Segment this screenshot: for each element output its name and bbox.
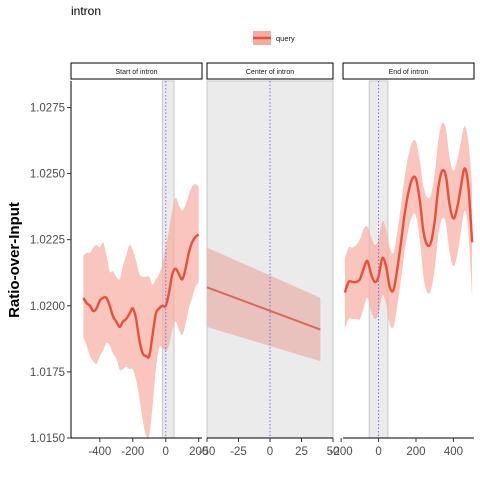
facet-strip <box>206 62 334 80</box>
y-tick-label: 1.0250 <box>30 169 65 181</box>
y-axis-title: Ratio-over-Input <box>6 202 23 318</box>
chart-title: intron <box>71 4 101 18</box>
facet-panel: End of intron -200 0 200 400 <box>330 62 475 458</box>
x-tick-label: -400 <box>88 446 111 458</box>
y-tick-label: 1.0175 <box>30 367 65 379</box>
facet-panel: Start of intron -400 -200 0 200 <box>70 62 208 458</box>
x-tick-label: 0 <box>267 446 273 458</box>
confidence-band <box>83 184 199 439</box>
facet-panel: Center of intron -50 -25 0 25 50 <box>199 62 340 458</box>
x-tick-label: -50 <box>199 446 216 458</box>
x-tick-label: 400 <box>444 446 463 458</box>
x-tick-label: 200 <box>406 446 425 458</box>
facet-strip <box>70 62 203 80</box>
x-tick-label: -200 <box>330 446 353 458</box>
x-tick-label: 0 <box>163 446 169 458</box>
y-tick-label: 1.0275 <box>30 102 65 114</box>
confidence-band <box>344 122 473 330</box>
series-line <box>82 233 200 359</box>
facet-strip-label: Center of intron <box>246 69 294 76</box>
x-tick-label: 50 <box>327 446 340 458</box>
y-tick-label: 1.0200 <box>30 301 65 313</box>
facet-strip <box>342 62 475 80</box>
y-axis: 1.0150 1.0175 1.0200 1.0225 1.0250 1.0275 <box>30 81 72 445</box>
legend: query <box>253 31 295 45</box>
y-tick-label: 1.0150 <box>30 433 65 445</box>
y-tick-label: 1.0225 <box>30 235 65 247</box>
legend-label-query: query <box>276 34 295 43</box>
x-tick-label: -25 <box>230 446 247 458</box>
series-line <box>206 286 321 331</box>
facet-strip-label: Start of intron <box>115 69 157 76</box>
x-tick-label: 200 <box>189 446 208 458</box>
x-tick-label: -200 <box>121 446 144 458</box>
x-tick-label: 0 <box>375 446 381 458</box>
x-tick-label: 25 <box>295 446 308 458</box>
series-line <box>343 167 474 293</box>
facet-strip-label: End of intron <box>389 69 429 76</box>
confidence-band <box>207 247 321 362</box>
